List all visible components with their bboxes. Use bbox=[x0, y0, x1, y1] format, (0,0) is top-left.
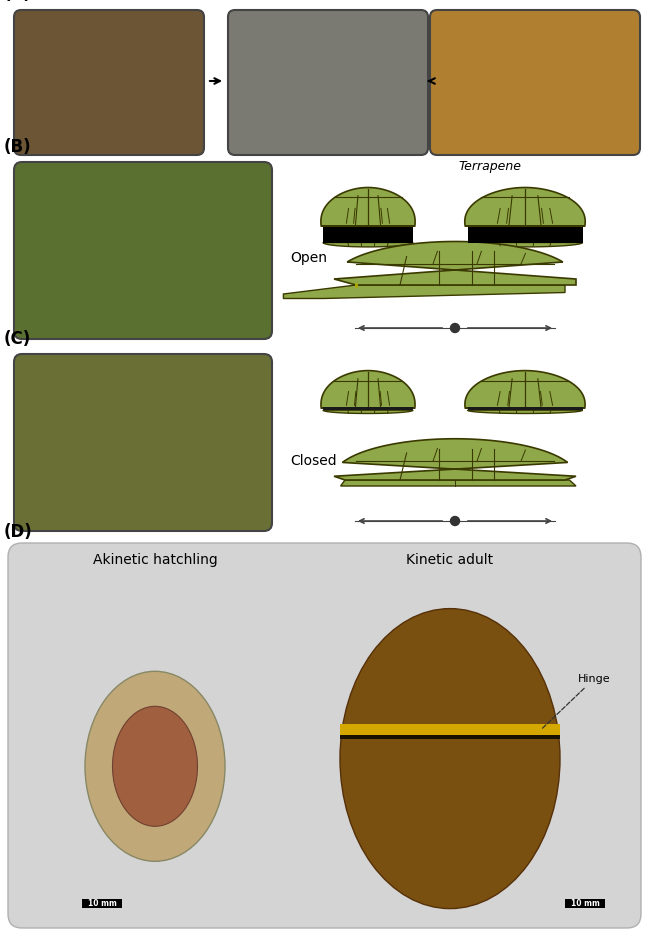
Bar bbox=[340, 724, 560, 739]
Text: 10 mm: 10 mm bbox=[88, 899, 116, 908]
Bar bbox=[82, 899, 122, 908]
Polygon shape bbox=[467, 227, 583, 243]
Polygon shape bbox=[467, 243, 583, 247]
FancyBboxPatch shape bbox=[8, 543, 641, 928]
Text: Hinge: Hinge bbox=[542, 674, 611, 729]
FancyBboxPatch shape bbox=[14, 354, 272, 531]
Text: (C): (C) bbox=[4, 330, 31, 348]
Text: 10 mm: 10 mm bbox=[570, 899, 600, 908]
Text: Closed: Closed bbox=[290, 454, 337, 468]
Polygon shape bbox=[323, 407, 413, 411]
Bar bbox=[565, 899, 605, 908]
Text: Akinetic hatchling: Akinetic hatchling bbox=[93, 553, 217, 567]
Polygon shape bbox=[323, 227, 413, 243]
Polygon shape bbox=[341, 480, 576, 486]
FancyBboxPatch shape bbox=[430, 10, 640, 155]
Text: Kinetic adult: Kinetic adult bbox=[406, 553, 493, 567]
Ellipse shape bbox=[112, 706, 197, 827]
Bar bbox=[340, 734, 560, 739]
Ellipse shape bbox=[340, 608, 560, 909]
Polygon shape bbox=[321, 370, 415, 408]
Text: Open: Open bbox=[290, 251, 327, 265]
Ellipse shape bbox=[85, 672, 225, 861]
Polygon shape bbox=[284, 285, 565, 299]
Text: (A): (A) bbox=[4, 0, 32, 3]
FancyBboxPatch shape bbox=[14, 162, 272, 339]
Polygon shape bbox=[465, 370, 585, 408]
Polygon shape bbox=[334, 242, 576, 285]
Circle shape bbox=[450, 324, 459, 332]
Text: (B): (B) bbox=[4, 138, 32, 156]
Polygon shape bbox=[467, 411, 583, 413]
FancyBboxPatch shape bbox=[14, 10, 204, 155]
Circle shape bbox=[450, 517, 459, 525]
Polygon shape bbox=[465, 188, 585, 226]
Polygon shape bbox=[334, 439, 576, 480]
Text: Terrapene: Terrapene bbox=[458, 160, 522, 173]
Polygon shape bbox=[323, 411, 413, 413]
FancyBboxPatch shape bbox=[228, 10, 428, 155]
Text: (D): (D) bbox=[4, 523, 32, 541]
Polygon shape bbox=[467, 407, 583, 411]
Polygon shape bbox=[321, 188, 415, 226]
Polygon shape bbox=[323, 243, 413, 247]
